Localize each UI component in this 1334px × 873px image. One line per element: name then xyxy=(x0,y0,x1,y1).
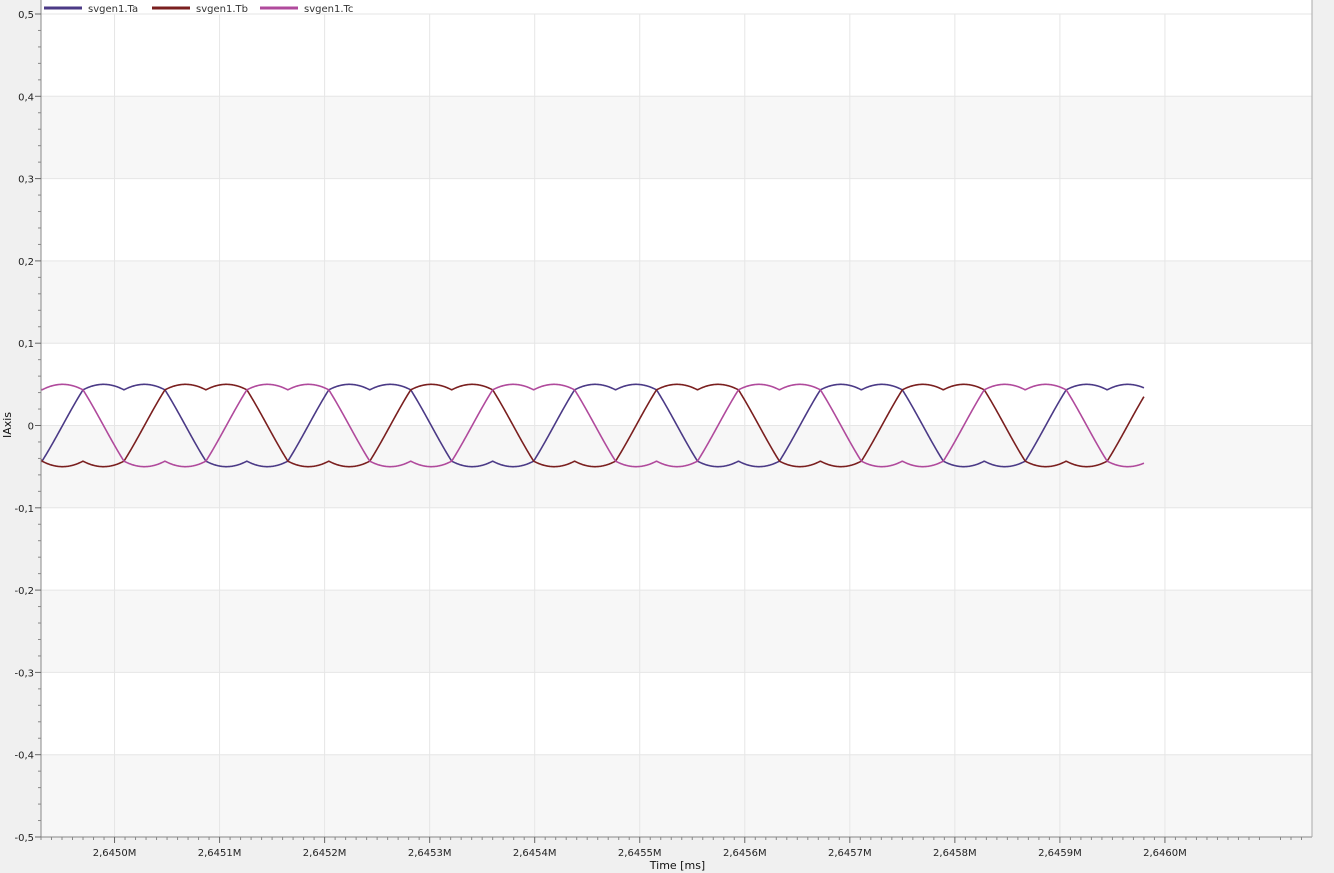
x-tick-label: 2,6452M xyxy=(303,848,347,859)
legend-label: svgen1.Tb xyxy=(196,4,248,15)
legend-label: svgen1.Ta xyxy=(88,4,138,15)
x-axis-title: Time [ms] xyxy=(649,859,705,872)
y-tick-label: -0,4 xyxy=(14,751,34,762)
x-tick-label: 2,6459M xyxy=(1038,848,1082,859)
grid-band xyxy=(41,96,1312,179)
y-tick-label: 0,4 xyxy=(18,92,34,103)
x-tick-label: 2,6451M xyxy=(198,848,242,859)
x-tick-label: 2,6457M xyxy=(828,848,872,859)
y-tick-label: 0,2 xyxy=(18,257,34,268)
grid-band xyxy=(41,590,1312,673)
legend-item: svgen1.Tc xyxy=(260,4,353,15)
legend-item: svgen1.Tb xyxy=(152,4,248,15)
legend-item: svgen1.Ta xyxy=(44,4,138,15)
x-tick-label: 2,6454M xyxy=(513,848,557,859)
x-tick-label: 2,6455M xyxy=(618,848,662,859)
y-tick-label: 0,5 xyxy=(18,10,34,21)
series-line-svgen1-tc xyxy=(40,383,1145,468)
grid-band xyxy=(41,260,1312,344)
y-tick-label: -0,3 xyxy=(14,668,34,679)
x-tick-label: 2,6458M xyxy=(933,848,977,859)
y-axis-title: IAxis xyxy=(1,412,14,438)
grid-band xyxy=(41,754,1312,837)
x-tick-label: 2,6460M xyxy=(1143,848,1187,859)
x-tick-label: 2,6450M xyxy=(93,848,137,859)
x-tick-label: 2,6456M xyxy=(723,848,767,859)
y-tick-label: -0,1 xyxy=(14,504,34,515)
y-tick-label: 0,1 xyxy=(18,339,34,350)
y-tick-label: 0 xyxy=(28,422,34,433)
legend-label: svgen1.Tc xyxy=(304,4,353,15)
series-line-svgen1-tb xyxy=(40,383,1145,468)
series-line-svgen1-ta xyxy=(40,383,1145,468)
x-tick-label: 2,6453M xyxy=(408,848,452,859)
legend: svgen1.Ta svgen1.Tb svgen1.Tc xyxy=(44,4,353,15)
y-tick-label: -0,2 xyxy=(14,586,34,597)
y-tick-label: 0,3 xyxy=(18,175,34,186)
y-tick-label: -0,5 xyxy=(14,833,34,844)
